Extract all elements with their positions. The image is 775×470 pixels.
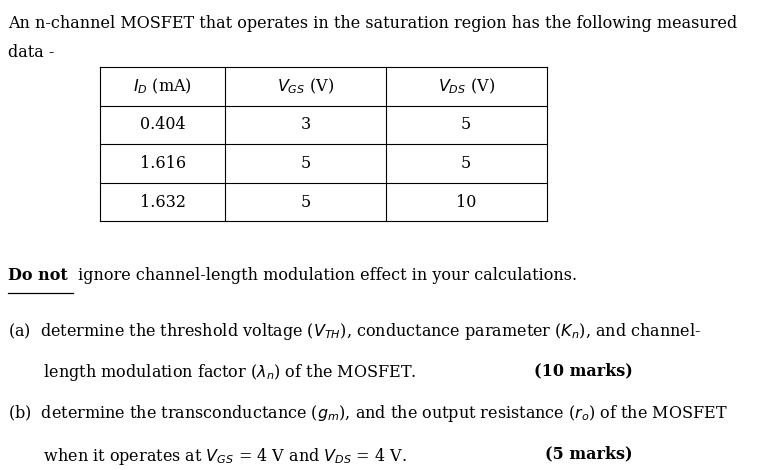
Text: (a)  determine the threshold voltage ($V_{TH}$), conductance parameter ($K_n$), : (a) determine the threshold voltage ($V_… <box>8 321 701 342</box>
Text: 1.616: 1.616 <box>140 155 186 172</box>
Text: (b)  determine the transconductance ($g_m$), and the output resistance ($r_o$) o: (b) determine the transconductance ($g_m… <box>8 403 727 423</box>
Text: $I_D$ (mA): $I_D$ (mA) <box>133 77 192 96</box>
Text: Do not: Do not <box>8 266 67 284</box>
Text: ignore channel-length modulation effect in your calculations.: ignore channel-length modulation effect … <box>73 266 577 284</box>
Text: 5: 5 <box>301 194 311 211</box>
Text: 5: 5 <box>461 155 471 172</box>
Text: $V_{GS}$ (V): $V_{GS}$ (V) <box>277 77 334 96</box>
Text: 1.632: 1.632 <box>140 194 186 211</box>
Text: (10 marks): (10 marks) <box>534 362 632 379</box>
Text: data -: data - <box>8 45 54 62</box>
Text: 5: 5 <box>301 155 311 172</box>
Text: 3: 3 <box>301 117 311 133</box>
Text: $V_{DS}$ (V): $V_{DS}$ (V) <box>438 77 494 96</box>
Text: An n-channel MOSFET that operates in the saturation region has the following mea: An n-channel MOSFET that operates in the… <box>8 15 737 32</box>
Text: 0.404: 0.404 <box>140 117 185 133</box>
Text: length modulation factor ($\lambda_n$) of the MOSFET.: length modulation factor ($\lambda_n$) o… <box>8 362 416 383</box>
Text: (5 marks): (5 marks) <box>545 446 632 463</box>
Text: 10: 10 <box>456 194 477 211</box>
Text: when it operates at $V_{GS}$ = 4 V and $V_{DS}$ = 4 V.: when it operates at $V_{GS}$ = 4 V and $… <box>8 446 407 467</box>
Text: 5: 5 <box>461 117 471 133</box>
